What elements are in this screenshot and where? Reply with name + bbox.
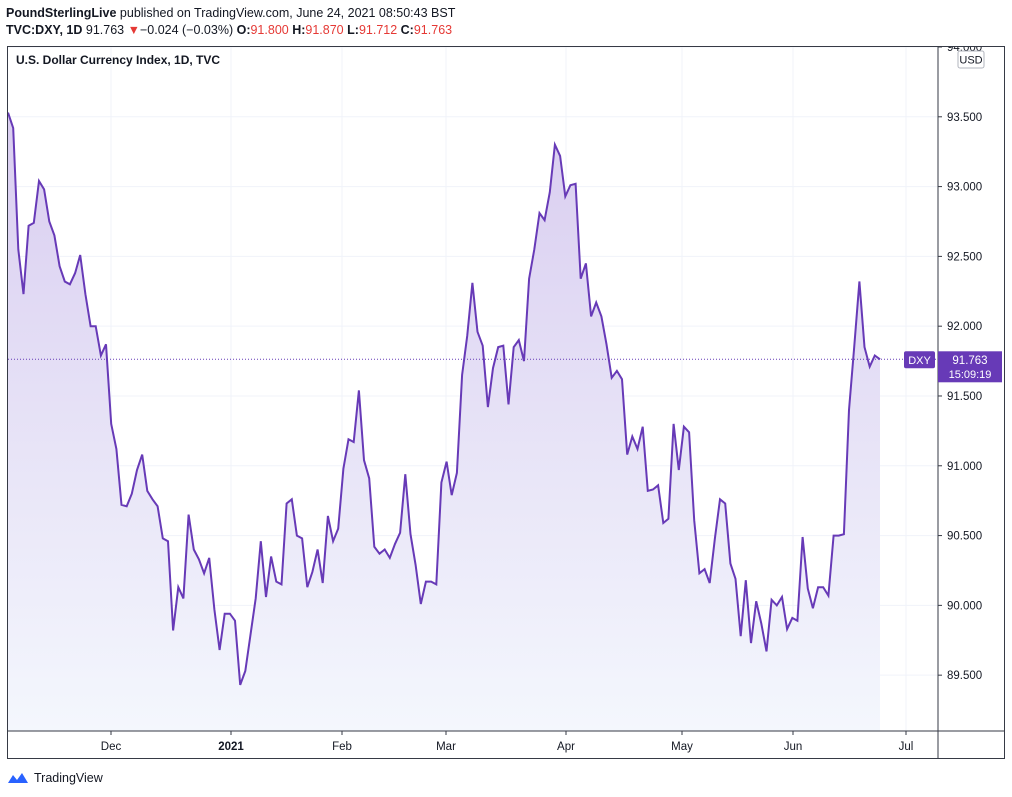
- y-tick-label: 89.500: [947, 670, 982, 682]
- price-tag-value: 91.763: [952, 355, 987, 367]
- x-tick-label: Dec: [101, 741, 122, 753]
- y-tick-label: 92.500: [947, 251, 982, 263]
- x-tick-label: May: [671, 741, 693, 753]
- price-tag: [938, 351, 1002, 383]
- y-tick-label: 91.000: [947, 461, 982, 473]
- price-area-fill: [8, 112, 880, 732]
- footer[interactable]: TradingView: [7, 771, 103, 785]
- y-tick-label: 91.500: [947, 391, 982, 403]
- publish-line: PoundSterlingLive published on TradingVi…: [6, 5, 455, 22]
- low-value: 91.712: [358, 23, 398, 37]
- x-tick-label: Jun: [784, 741, 803, 753]
- open-value: 91.800: [250, 23, 289, 37]
- tradingview-logo-icon: [8, 773, 28, 783]
- symbol-label[interactable]: TVC:DXY, 1D: [6, 23, 83, 37]
- x-tick-label: Jul: [899, 741, 914, 753]
- chart-title: U.S. Dollar Currency Index, 1D, TVC: [16, 53, 220, 67]
- x-tick-label: 2021: [218, 741, 244, 753]
- x-tick-label: Mar: [436, 741, 456, 753]
- last-price-label: DXY 91.763 15:09:19: [904, 351, 1002, 383]
- close-label: C:: [400, 23, 414, 37]
- high-label: H:: [292, 23, 306, 37]
- symbol-tag-text: DXY: [908, 355, 931, 367]
- time-axis[interactable]: Dec 2021 Feb Mar Apr May Jun Jul: [101, 731, 914, 753]
- quote-line: TVC:DXY, 1D 91.763 ▼−0.024 (−0.03%) O:91…: [6, 22, 455, 39]
- y-tick-label: 90.000: [947, 600, 982, 612]
- symbol-tag: [904, 351, 935, 369]
- low-label: L:: [347, 23, 359, 37]
- y-tick-label: 90.500: [947, 531, 982, 543]
- high-value: 91.870: [305, 23, 344, 37]
- tradingview-brand[interactable]: TradingView: [34, 771, 103, 785]
- price-change: −0.024 (−0.03%): [139, 23, 234, 37]
- x-tick-label: Apr: [557, 741, 575, 753]
- currency-badge[interactable]: [957, 50, 985, 69]
- chart-frame[interactable]: U.S. Dollar Currency Index, 1D, TVC 94.0…: [7, 46, 1005, 759]
- price-axis[interactable]: 94.00093.50093.00092.50092.00091.50091.0…: [938, 47, 982, 682]
- publisher-name[interactable]: PoundSterlingLive: [6, 6, 117, 20]
- price-line[interactable]: [8, 112, 881, 686]
- chart-header: PoundSterlingLive published on TradingVi…: [6, 5, 455, 39]
- published-text: published on TradingView.com, June 24, 2…: [119, 6, 456, 20]
- y-tick-label: 92.000: [947, 321, 982, 333]
- last-price: 91.763: [85, 23, 125, 37]
- x-tick-label: Feb: [332, 741, 352, 753]
- open-label: O:: [236, 23, 251, 37]
- y-tick-label: 93.000: [947, 182, 982, 194]
- price-chart[interactable]: U.S. Dollar Currency Index, 1D, TVC 94.0…: [8, 47, 1004, 758]
- down-arrow-icon: ▼: [127, 23, 140, 37]
- currency-label: USD: [959, 55, 982, 67]
- price-tag-countdown: 15:09:19: [949, 369, 992, 381]
- y-tick-label: 93.500: [947, 112, 982, 124]
- close-value: 91.763: [413, 23, 453, 37]
